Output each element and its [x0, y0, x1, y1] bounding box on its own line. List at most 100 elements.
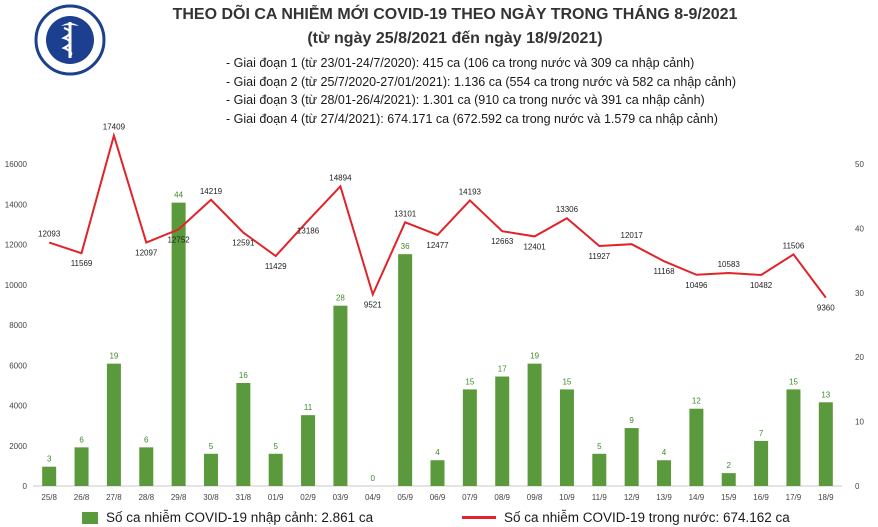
left-tick-label: 2000 — [9, 442, 27, 451]
bar-data-label: 5 — [273, 442, 278, 451]
x-tick-label: 01/9 — [268, 493, 284, 502]
line-data-label: 12093 — [38, 230, 61, 239]
line-series: 12093 11569 17409 12097 12752 14219 12591 11429… — [38, 123, 835, 313]
bar-imported — [657, 460, 672, 486]
phase-4-summary: Giai đoạn 4 (từ 27/4/2021): 674.171 ca (… — [226, 110, 736, 129]
bar-imported — [203, 453, 218, 486]
bar-imported — [268, 453, 283, 486]
x-tick-label: 15/9 — [721, 493, 737, 502]
chart-subtitle: (từ ngày 25/8/2021 đến ngày 18/9/2021) — [307, 30, 603, 47]
x-tick-label: 28/8 — [138, 493, 154, 502]
caduceus-icon — [34, 4, 106, 76]
bar-imported — [818, 402, 833, 486]
line-data-label: 13306 — [556, 205, 579, 214]
left-tick-label: 14000 — [5, 200, 28, 209]
line-data-label: 11429 — [265, 262, 287, 271]
bar-data-label: 19 — [530, 352, 539, 361]
line-data-label: 12017 — [621, 231, 644, 240]
bar-imported — [42, 466, 57, 486]
x-tick-label: 03/9 — [333, 493, 349, 502]
x-tick-label: 09/8 — [527, 493, 543, 502]
bar-data-label: 9 — [629, 416, 634, 425]
left-tick-label: 12000 — [5, 241, 28, 250]
bar-imported — [236, 382, 251, 486]
line-data-label: 12752 — [167, 235, 190, 244]
right-tick-label: 40 — [855, 224, 864, 233]
bar-data-label: 15 — [465, 377, 474, 386]
bar-imported — [495, 376, 510, 486]
line-domestic — [48, 132, 827, 299]
bar-imported — [786, 389, 801, 486]
legend-item-imported: Số ca nhiễm COVID-19 nhập cảnh: 2.861 ca — [82, 510, 373, 525]
line-data-label: 12401 — [523, 242, 546, 251]
line-data-label: 14894 — [329, 173, 352, 182]
bar-imported — [462, 389, 477, 486]
bar-data-label: 0 — [371, 474, 376, 483]
x-tick-label: 12/9 — [624, 493, 640, 502]
right-tick-label: 20 — [855, 353, 864, 362]
x-tick-label: 08/9 — [494, 493, 510, 502]
phase-3-summary: Giai đoạn 3 (từ 28/01-26/4/2021): 1.301 … — [226, 91, 736, 110]
x-tick-label: 31/8 — [236, 493, 252, 502]
line-data-label: 14219 — [200, 187, 223, 196]
x-tick-label: 26/8 — [74, 493, 90, 502]
right-tick-label: 50 — [855, 160, 864, 169]
x-tick-label: 29/8 — [171, 493, 187, 502]
bar-imported — [754, 440, 769, 486]
line-data-label: 10496 — [685, 281, 708, 290]
bar-data-label: 15 — [789, 377, 798, 386]
bar-data-label: 5 — [597, 442, 602, 451]
left-tick-label: 8000 — [9, 321, 27, 330]
x-tick-label: 07/9 — [462, 493, 478, 502]
bar-data-label: 17 — [498, 365, 507, 374]
bar-imported — [139, 447, 154, 486]
bar-data-label: 44 — [174, 191, 183, 200]
x-tick-label: 17/9 — [786, 493, 802, 502]
line-data-label: 14193 — [459, 187, 482, 196]
bar-imported — [74, 447, 89, 486]
bar-imported — [559, 389, 574, 486]
bar-imported — [430, 460, 445, 486]
bar-data-label: 4 — [662, 448, 667, 457]
x-tick-label: 04/9 — [365, 493, 381, 502]
bar-imported — [689, 408, 704, 486]
left-tick-label: 16000 — [5, 160, 28, 169]
legend-label-domestic: Số ca nhiễm COVID-19 trong nước: 674.162… — [504, 510, 790, 525]
bar-data-label: 4 — [435, 448, 440, 457]
bar-imported — [721, 473, 736, 486]
line-data-label: 13186 — [297, 227, 320, 236]
bar-data-label: 6 — [144, 435, 149, 444]
bar-data-label: 19 — [109, 352, 118, 361]
bar-imported — [592, 453, 607, 486]
x-tick-label: 02/9 — [300, 493, 316, 502]
legend-label-imported: Số ca nhiễm COVID-19 nhập cảnh: 2.861 ca — [106, 510, 374, 525]
left-tick-label: 10000 — [5, 281, 28, 290]
line-data-label: 17409 — [103, 123, 126, 132]
x-tick-label: 11/9 — [592, 493, 608, 502]
line-data-label: 13101 — [394, 209, 417, 218]
line-data-label: 12663 — [491, 237, 514, 246]
line-data-label: 12591 — [232, 239, 255, 248]
x-tick-label: 16/9 — [753, 493, 769, 502]
bar-data-label: 2 — [727, 461, 732, 470]
left-tick-label: 0 — [23, 482, 28, 491]
x-tick-label: 25/8 — [41, 493, 57, 502]
right-tick-label: 30 — [855, 289, 864, 298]
phase-1-summary: Giai đoạn 1 (từ 23/01-24/7/2020): 415 ca… — [226, 54, 736, 73]
x-tick-label: 05/9 — [397, 493, 413, 502]
left-tick-label: 4000 — [9, 402, 27, 411]
legend-swatch-domestic — [462, 516, 496, 519]
x-tick-label: 18/9 — [818, 493, 834, 502]
line-data-label: 9521 — [364, 300, 382, 309]
legend-item-domestic: Số ca nhiễm COVID-19 trong nước: 674.162… — [462, 510, 790, 525]
line-data-label: 12477 — [426, 241, 449, 250]
bar-imported — [171, 202, 186, 486]
bar-data-label: 11 — [304, 403, 313, 412]
bar-data-label: 13 — [821, 390, 830, 399]
right-tick-label: 10 — [855, 418, 864, 427]
line-data-label: 12097 — [135, 249, 158, 258]
bar-data-label: 3 — [47, 455, 52, 464]
bar-data-label: 15 — [562, 377, 571, 386]
